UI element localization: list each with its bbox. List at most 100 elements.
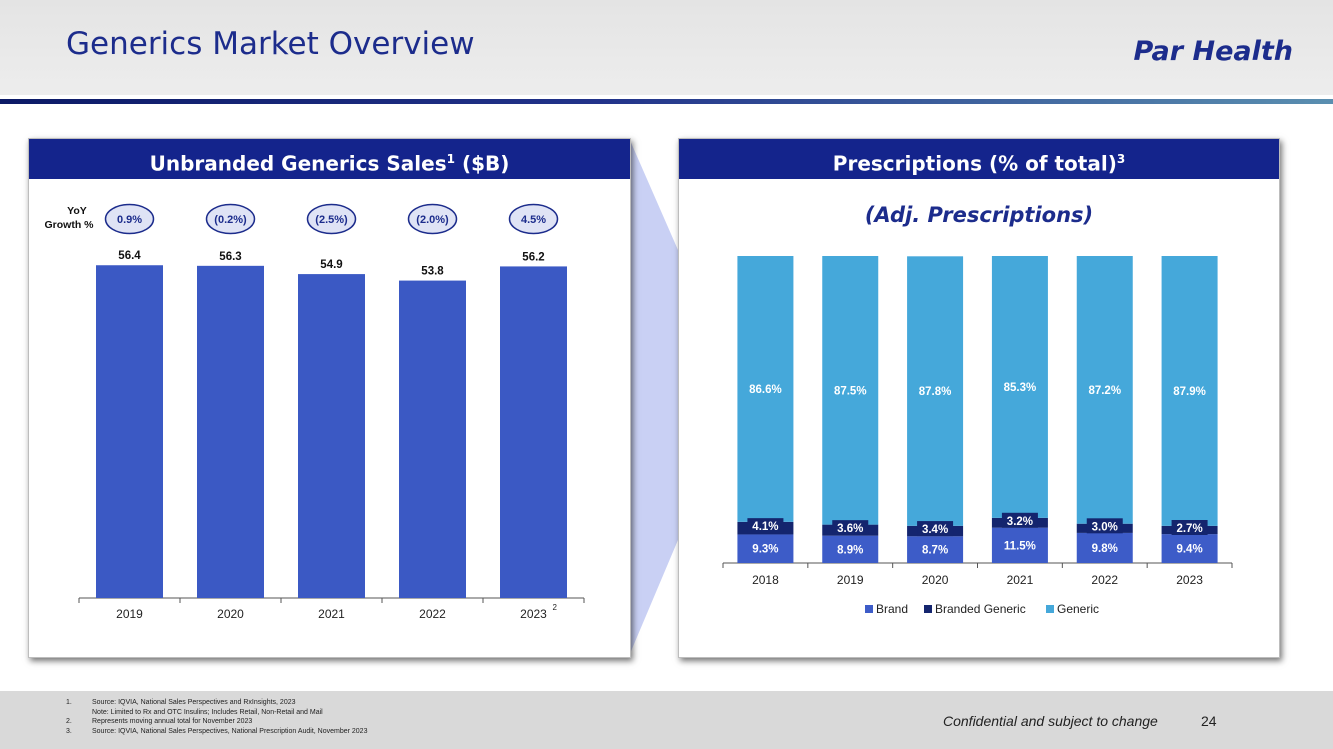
confidential-notice: Confidential and subject to change — [943, 713, 1158, 729]
rx-brand-legend-label: Brand — [876, 602, 908, 616]
yoy-growth-value: (2.0%) — [416, 214, 449, 226]
rx-category-label: 2020 — [922, 573, 949, 587]
prescriptions-title-text: Prescriptions (% of total) — [832, 151, 1117, 176]
sales-category-label: 2021 — [318, 607, 345, 621]
rx-brand-label: 8.7% — [922, 545, 948, 557]
brand-logo-text: Par Health — [1133, 36, 1293, 67]
sales-category-label: 2022 — [419, 607, 446, 621]
sales-panel-title: Unbranded Generics Sales1 ($B) — [29, 139, 630, 179]
rx-brand-segment — [991, 527, 1048, 563]
rx-branded-generic-label-box — [832, 520, 869, 536]
rx-brand-legend-swatch — [865, 605, 873, 613]
rx-generic-segment — [737, 256, 794, 522]
yoy-growth-value: (0.2%) — [214, 214, 247, 226]
sales-chart: YoY Growth % 56.4 2019 0.9% 56.3 2020 (0.2%) 5… — [45, 203, 585, 621]
rx-branded-generic-label-box — [1171, 519, 1208, 535]
rx-brand-label: 9.4% — [1176, 544, 1202, 556]
yoy-growth-bubble — [205, 203, 256, 235]
rx-generic-label: 87.5% — [834, 385, 867, 397]
sales-bar — [298, 274, 365, 598]
yoy-label-line2: Growth % — [45, 219, 95, 231]
rx-category-label: 2021 — [1007, 573, 1034, 587]
rx-category-label: 2022 — [1091, 573, 1118, 587]
sales-category-label: 2019 — [116, 607, 143, 621]
prescriptions-panel: Prescriptions (% of total)3 (Adj. Prescr… — [678, 138, 1280, 658]
rx-generic-label: 87.9% — [1173, 386, 1206, 398]
sales-value-label: 56.4 — [118, 250, 141, 262]
rx-branded-generic-label-box — [917, 521, 954, 537]
rx-generic-segment — [1161, 256, 1218, 526]
footnotes: 1. Source: IQVIA, National Sales Perspect… — [66, 698, 367, 736]
rx-generic-segment — [1076, 256, 1133, 524]
footnote-3: 3. Source: IQVIA, National Sales Perspect… — [66, 727, 368, 735]
rx-brand-label: 9.3% — [752, 544, 778, 556]
sales-value-label: 54.9 — [320, 259, 342, 271]
rx-brand-segment — [1161, 534, 1218, 563]
rx-brand-segment — [737, 534, 794, 563]
yoy-label-line1: YoY — [67, 205, 87, 217]
rx-brand-label: 9.8% — [1092, 543, 1118, 555]
rx-generic-label: 85.3% — [1004, 382, 1037, 394]
rx-branded-generic-label: 3.2% — [1007, 516, 1033, 528]
rx-branded-generic-label-box — [1001, 512, 1038, 528]
rx-branded-generic-label: 3.4% — [922, 524, 948, 536]
sales-category-label: 2020 — [217, 607, 244, 621]
prescriptions-title-footnote: 3 — [1116, 152, 1126, 166]
yoy-growth-bubble — [508, 203, 559, 235]
yoy-growth-value: 0.9% — [117, 214, 142, 226]
slide-header — [0, 0, 1333, 95]
rx-branded-generic-label: 3.0% — [1092, 521, 1118, 533]
rx-category-label: 2018 — [752, 573, 779, 587]
rx-branded-generic-legend-swatch — [924, 605, 932, 613]
rx-generic-segment — [991, 256, 1048, 518]
sales-category-footnote: 2 — [553, 603, 558, 612]
yoy-growth-bubble — [104, 203, 155, 235]
sales-value-label: 53.8 — [421, 266, 444, 278]
sales-bar — [500, 266, 567, 598]
rx-generic-legend-label: Generic — [1057, 602, 1099, 616]
yoy-growth-bubble — [407, 203, 458, 235]
page-title: Generics Market Overview — [66, 26, 475, 62]
rx-brand-label: 8.9% — [837, 544, 863, 556]
yoy-growth-value: (2.5%) — [315, 214, 348, 226]
page-number: 24 — [1201, 713, 1217, 729]
rx-generic-label: 87.2% — [1088, 385, 1121, 397]
rx-generic-label: 86.6% — [749, 384, 782, 396]
sales-value-label: 56.3 — [219, 251, 241, 263]
footer-bar — [0, 691, 1333, 749]
sales-bar — [96, 265, 163, 598]
rx-branded-generic-label: 3.6% — [837, 523, 863, 535]
footnote-2: 2. Represents moving annual total for Nov… — [66, 718, 253, 725]
sales-value-label: 56.2 — [522, 251, 544, 263]
sales-title-footnote: 1 — [446, 152, 455, 166]
prescriptions-chart: (Adj. Prescriptions) 9.3% 4.1% 86.6% 2018 8.… — [722, 203, 1233, 616]
rx-generic-legend-swatch — [1046, 605, 1054, 613]
rx-branded-generic-legend-label: Branded Generic — [935, 602, 1026, 616]
rx-branded-generic-label: 4.1% — [752, 521, 778, 533]
rx-generic-segment — [907, 256, 964, 526]
rx-brand-label: 11.5% — [1004, 540, 1036, 552]
footnote-1: 1. Source: IQVIA, National Sales Perspect… — [66, 699, 296, 706]
rx-brand-segment — [907, 536, 964, 563]
sales-title-unit: ($B) — [454, 151, 510, 176]
sales-title-text: Unbranded Generics Sales — [149, 151, 447, 176]
rx-branded-generic-label: 2.7% — [1176, 523, 1202, 535]
rx-branded-generic-label-box — [747, 518, 784, 534]
header-rule — [0, 99, 1333, 104]
rx-branded-generic-label-box — [1086, 518, 1123, 534]
connector-wedge — [629, 138, 678, 656]
rx-category-label: 2023 — [1176, 573, 1203, 587]
prescriptions-panel-title: Prescriptions (% of total)3 — [679, 139, 1279, 179]
rx-generic-label: 87.8% — [919, 386, 952, 398]
sales-panel: Unbranded Generics Sales1 ($B) YoY Growt… — [28, 138, 631, 658]
rx-brand-segment — [822, 535, 879, 563]
sales-bar — [197, 265, 264, 598]
sales-bar — [399, 280, 466, 598]
rx-category-label: 2019 — [837, 573, 864, 587]
rx-brand-segment — [1076, 532, 1133, 563]
rx-generic-segment — [822, 256, 879, 525]
footnote-1-note: Note: Limited to Rx and OTC Insulins; In… — [92, 708, 323, 716]
yoy-growth-bubble — [306, 203, 357, 235]
yoy-growth-value: 4.5% — [521, 214, 546, 226]
